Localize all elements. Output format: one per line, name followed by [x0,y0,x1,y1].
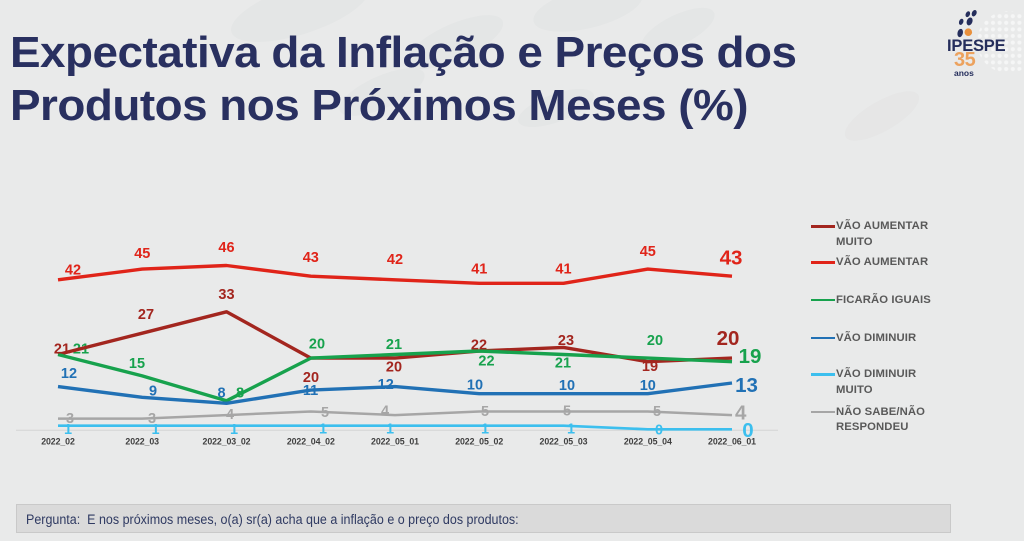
svg-text:0: 0 [742,419,753,442]
svg-text:1: 1 [64,422,72,438]
svg-text:2022_03_02: 2022_03_02 [203,437,251,447]
svg-text:22: 22 [471,338,487,354]
svg-text:45: 45 [640,244,656,260]
svg-text:23: 23 [558,333,574,349]
svg-text:46: 46 [218,240,234,256]
svg-text:9: 9 [149,384,157,400]
svg-text:12: 12 [378,377,394,393]
svg-text:2022_03: 2022_03 [125,437,159,447]
svg-text:1: 1 [567,421,575,437]
svg-text:20: 20 [386,360,402,376]
svg-text:33: 33 [218,287,234,303]
svg-text:1: 1 [230,422,238,438]
svg-text:27: 27 [138,307,154,323]
svg-text:8: 8 [217,386,225,402]
svg-text:2022_02: 2022_02 [41,437,75,447]
svg-text:4: 4 [735,402,747,425]
svg-text:1: 1 [151,422,159,438]
svg-text:11: 11 [303,383,318,399]
svg-text:43: 43 [720,246,743,269]
svg-text:20: 20 [647,333,663,349]
svg-text:13: 13 [735,374,758,397]
svg-text:10: 10 [559,378,575,394]
svg-text:4: 4 [381,404,389,420]
svg-text:21: 21 [386,337,402,353]
svg-text:10: 10 [467,378,483,394]
svg-text:2022_05_04: 2022_05_04 [624,437,672,447]
svg-text:19: 19 [642,359,658,375]
svg-text:20: 20 [717,327,740,350]
svg-text:21: 21 [555,356,571,372]
svg-text:22: 22 [478,354,494,370]
svg-text:43: 43 [303,250,319,266]
svg-text:1: 1 [386,421,394,437]
svg-text:2022_05_03: 2022_05_03 [540,437,588,447]
svg-text:1: 1 [319,421,327,437]
svg-text:42: 42 [387,252,403,268]
svg-text:2022_05_02: 2022_05_02 [455,437,503,447]
svg-text:8: 8 [236,386,244,402]
svg-text:41: 41 [471,262,487,278]
svg-text:2022_04_02: 2022_04_02 [287,437,335,447]
svg-text:20: 20 [309,337,325,353]
svg-text:21: 21 [54,342,70,358]
svg-text:42: 42 [65,263,81,279]
svg-text:20: 20 [303,370,319,386]
svg-text:45: 45 [134,246,150,262]
svg-text:12: 12 [61,366,77,382]
svg-text:19: 19 [739,345,762,368]
svg-text:2022_05_01: 2022_05_01 [371,437,419,447]
svg-text:1: 1 [481,421,489,437]
svg-text:2022_06_01: 2022_06_01 [708,437,756,447]
svg-text:15: 15 [129,356,145,372]
svg-text:10: 10 [640,378,656,394]
svg-text:41: 41 [555,262,571,278]
